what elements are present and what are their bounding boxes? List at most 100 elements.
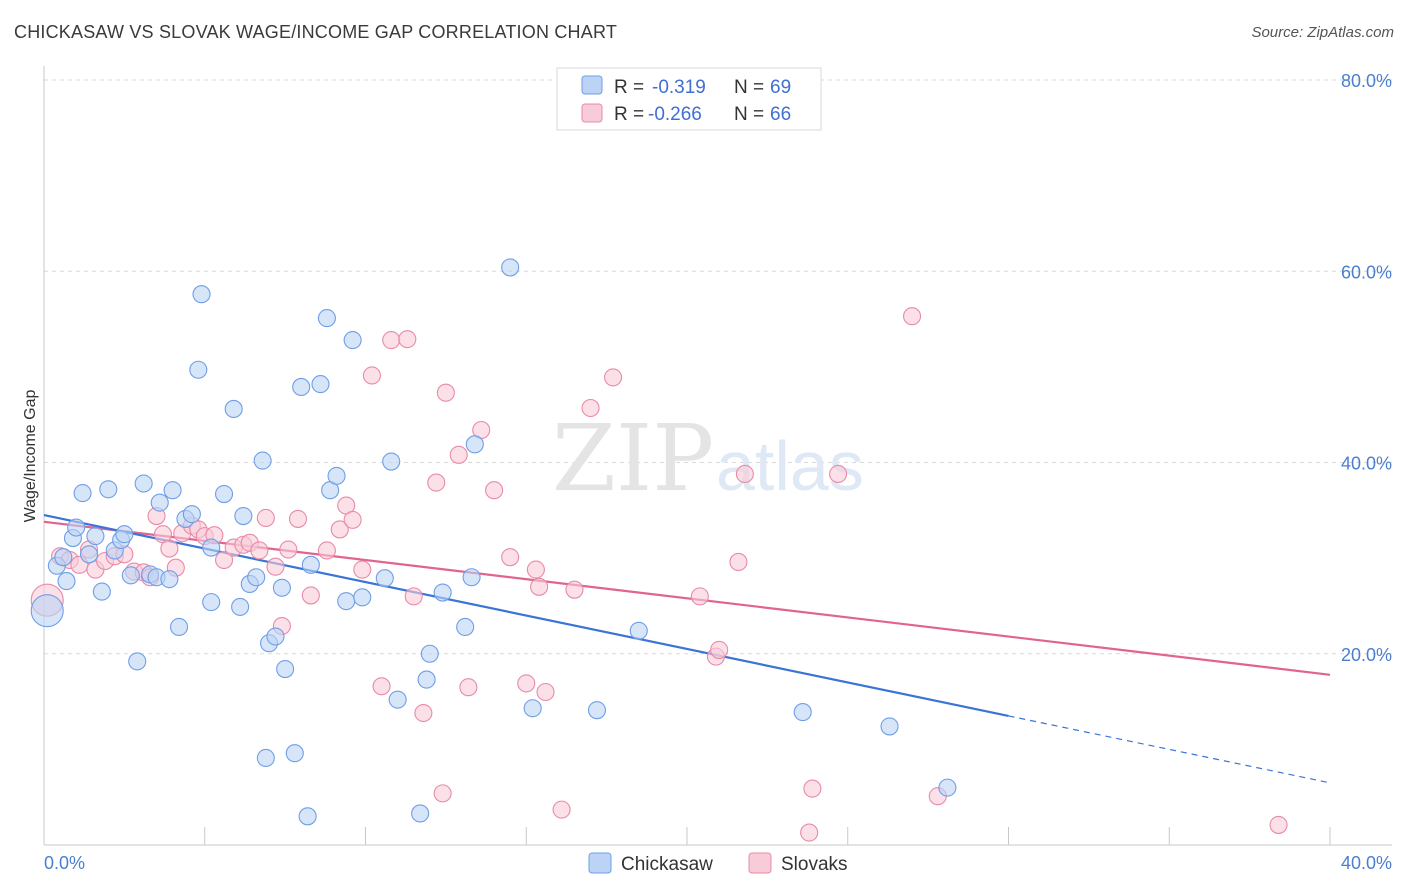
- point-slovaks: [266, 557, 285, 576]
- bottom-legend-label-slovaks: Slovaks: [781, 854, 848, 875]
- watermark: ZIP atlas: [552, 405, 864, 512]
- bottom-legend-swatch-chickasaw: [588, 852, 612, 874]
- point-chickasaw: [375, 569, 394, 588]
- point-chickasaw: [128, 652, 147, 671]
- point-chickasaw: [266, 627, 285, 646]
- point-chickasaw: [73, 484, 92, 503]
- bottom-legend-swatch-slovaks: [748, 852, 772, 874]
- y-tick-labels: 20.0% 40.0% 60.0% 80.0%: [1341, 71, 1392, 665]
- point-chickasaw: [343, 331, 362, 350]
- point-slovaks: [729, 552, 748, 572]
- watermark-zip: ZIP: [552, 405, 714, 512]
- point-chickasaw: [163, 481, 182, 500]
- point-chickasaw: [501, 258, 520, 277]
- grid-lines: [44, 79, 1392, 655]
- point-chickasaw: [231, 597, 250, 616]
- legend-swatch-slovaks: [581, 103, 603, 123]
- point-chickasaw: [121, 566, 140, 585]
- point-chickasaw: [57, 572, 76, 591]
- point-slovaks: [800, 823, 819, 842]
- point-slovaks: [552, 800, 571, 819]
- point-chickasaw: [192, 285, 211, 304]
- axes: [43, 66, 1392, 846]
- point-slovaks: [829, 464, 848, 484]
- point-chickasaw: [256, 748, 275, 768]
- point-slovaks: [288, 509, 308, 528]
- point-slovaks: [256, 508, 275, 528]
- point-chickasaw: [30, 594, 64, 628]
- point-chickasaw: [420, 644, 439, 663]
- point-slovaks: [317, 541, 336, 560]
- point-chickasaw: [433, 583, 452, 602]
- point-chickasaw: [456, 617, 475, 637]
- point-chickasaw: [327, 466, 346, 485]
- point-slovaks: [449, 445, 468, 464]
- point-chickasaw: [92, 582, 111, 601]
- point-slovaks: [301, 586, 320, 605]
- point-chickasaw: [411, 804, 430, 823]
- point-chickasaw: [202, 593, 221, 612]
- point-slovaks: [160, 539, 179, 558]
- point-chickasaw: [417, 670, 436, 689]
- point-chickasaw: [353, 588, 372, 607]
- point-slovaks: [902, 307, 922, 326]
- point-chickasaw: [311, 375, 330, 394]
- point-slovaks: [690, 587, 709, 606]
- bottom-legend-label-chickasaw: Chickasaw: [621, 854, 713, 875]
- point-chickasaw: [337, 592, 356, 611]
- point-chickasaw: [317, 309, 336, 328]
- point-slovaks: [362, 366, 381, 385]
- legend-r-label-1: R =: [614, 104, 644, 125]
- y-tick-label: 80.0%: [1341, 71, 1392, 91]
- point-slovaks: [459, 678, 478, 697]
- chart-source: Source: ZipAtlas.com: [1251, 24, 1394, 41]
- legend-n-value-1: 66: [770, 104, 791, 125]
- point-chickasaw: [292, 377, 311, 397]
- point-chickasaw: [182, 505, 201, 524]
- x-tick-label-max: 40.0%: [1341, 853, 1392, 873]
- point-slovaks: [581, 398, 600, 418]
- point-chickasaw: [86, 527, 105, 546]
- y-tick-label: 40.0%: [1341, 454, 1392, 474]
- point-slovaks: [710, 640, 729, 659]
- point-chickasaw: [285, 744, 304, 763]
- point-chickasaw: [272, 578, 291, 597]
- point-chickasaw: [54, 548, 73, 567]
- point-slovaks: [536, 682, 555, 702]
- point-slovaks: [803, 779, 822, 798]
- point-chickasaw: [234, 506, 253, 526]
- point-chickasaw: [938, 778, 957, 797]
- legend-swatch-chickasaw: [581, 75, 603, 95]
- point-chickasaw: [169, 617, 189, 637]
- point-slovaks: [735, 464, 754, 484]
- point-chickasaw: [202, 538, 221, 557]
- point-slovaks: [517, 674, 536, 693]
- point-slovaks: [398, 330, 417, 349]
- point-chickasaw: [880, 717, 899, 736]
- legend-n-label-1: N =: [734, 104, 764, 125]
- point-chickasaw: [247, 568, 266, 587]
- trend-line-chickasaw-extension: [1008, 715, 1331, 784]
- point-slovaks: [382, 331, 401, 350]
- point-slovaks: [485, 481, 504, 500]
- y-axis-label: Wage/Income Gap: [22, 390, 39, 523]
- point-chickasaw: [587, 701, 607, 720]
- legend-r-value-1: -0.266: [648, 104, 702, 125]
- point-slovaks: [343, 510, 362, 529]
- legend-n-value-0: 69: [770, 77, 791, 98]
- y-tick-label: 60.0%: [1341, 262, 1392, 282]
- point-slovaks: [604, 368, 623, 387]
- point-slovaks: [530, 577, 549, 596]
- legend-n-label-0: N =: [734, 77, 764, 98]
- point-slovaks: [433, 784, 452, 803]
- point-chickasaw: [523, 699, 542, 718]
- y-tick-label: 20.0%: [1341, 645, 1392, 665]
- point-slovaks: [279, 540, 298, 559]
- point-chickasaw: [629, 621, 648, 640]
- point-chickasaw: [253, 451, 272, 470]
- x-tick-label-min: 0.0%: [44, 853, 85, 873]
- point-slovaks: [427, 473, 446, 492]
- point-chickasaw: [382, 452, 401, 471]
- point-slovaks: [565, 580, 584, 599]
